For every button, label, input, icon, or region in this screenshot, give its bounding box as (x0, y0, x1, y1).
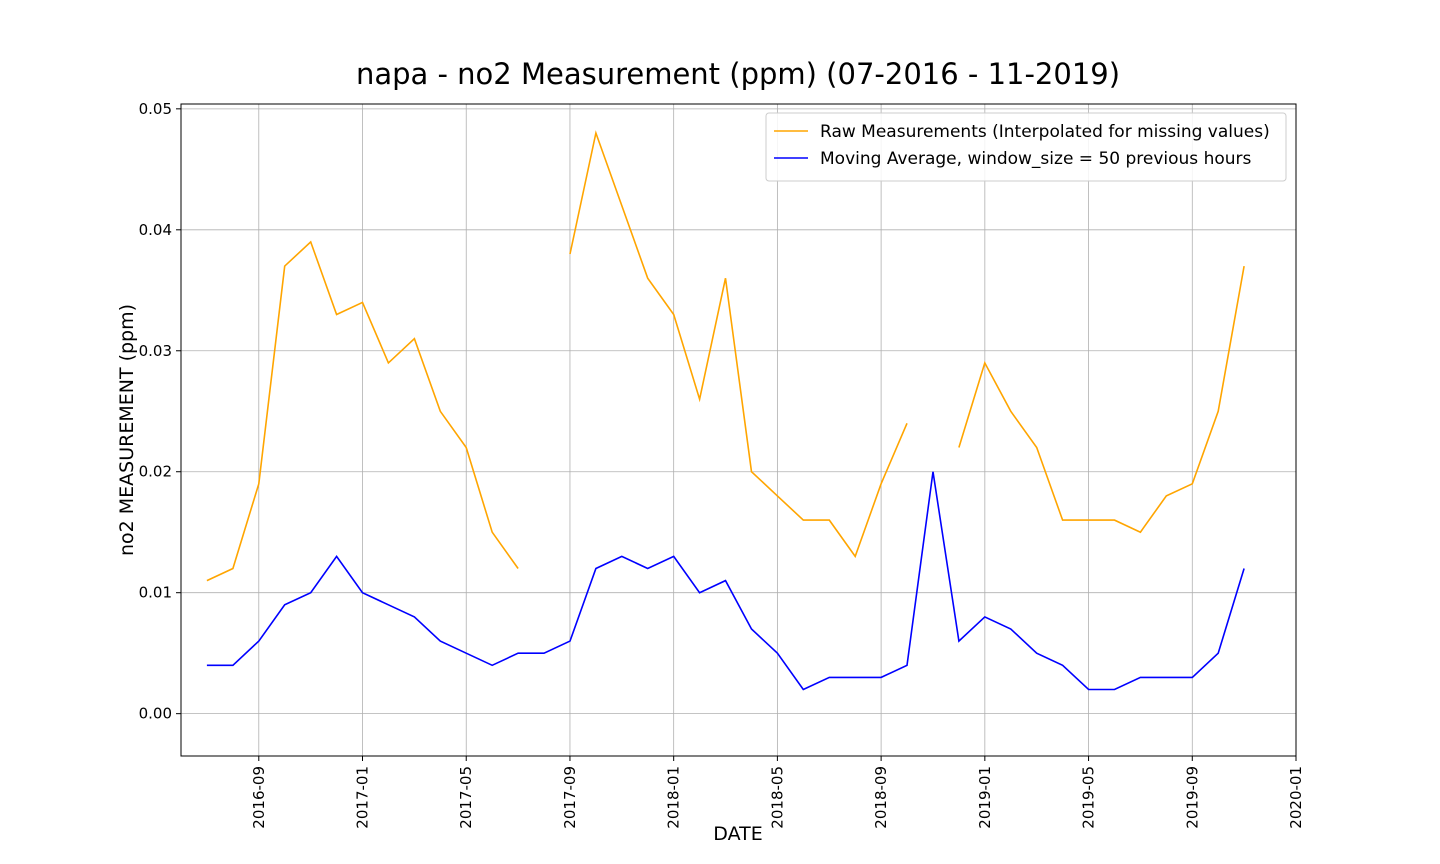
x-axis-label: DATE (713, 823, 762, 845)
y-tick-label: 0.04 (139, 221, 172, 239)
series-line (206, 130, 1245, 582)
y-tick-label: 0.01 (139, 584, 172, 602)
y-tick-label: 0.02 (139, 463, 172, 481)
x-tick-label: 2017-05 (457, 766, 475, 829)
x-tick-label: 2017-01 (354, 766, 372, 829)
x-tick-label: 2018-05 (768, 766, 786, 829)
x-tick-label: 2017-09 (561, 766, 579, 829)
legend-label: Moving Average, window_size = 50 previou… (820, 149, 1252, 169)
legend-box (765, 112, 1287, 182)
legend-label: Raw Measurements (Interpolated for missi… (820, 122, 1270, 142)
x-tick-label: 2020-01 (1287, 766, 1305, 829)
y-tick-label: 0.03 (139, 342, 172, 360)
x-tick-label: 2019-01 (976, 766, 994, 829)
legend: Raw Measurements (Interpolated for missi… (765, 112, 1287, 182)
x-tick-label: 2016-09 (250, 766, 268, 829)
x-tick-label: 2018-01 (665, 766, 683, 829)
y-axis-label: no2 MEASUREMENT (ppm) (116, 304, 138, 556)
x-tick-label: 2019-09 (1183, 766, 1201, 829)
x-tick-label: 2018-09 (872, 766, 890, 829)
chart-title: napa - no2 Measurement (ppm) (07-2016 - … (356, 57, 1120, 91)
y-tick-label: 0.00 (139, 705, 172, 723)
x-tick-label: 2019-05 (1080, 766, 1098, 829)
y-tick-label: 0.05 (139, 100, 172, 118)
series-line (206, 471, 1245, 691)
plot-frame (180, 103, 1297, 757)
